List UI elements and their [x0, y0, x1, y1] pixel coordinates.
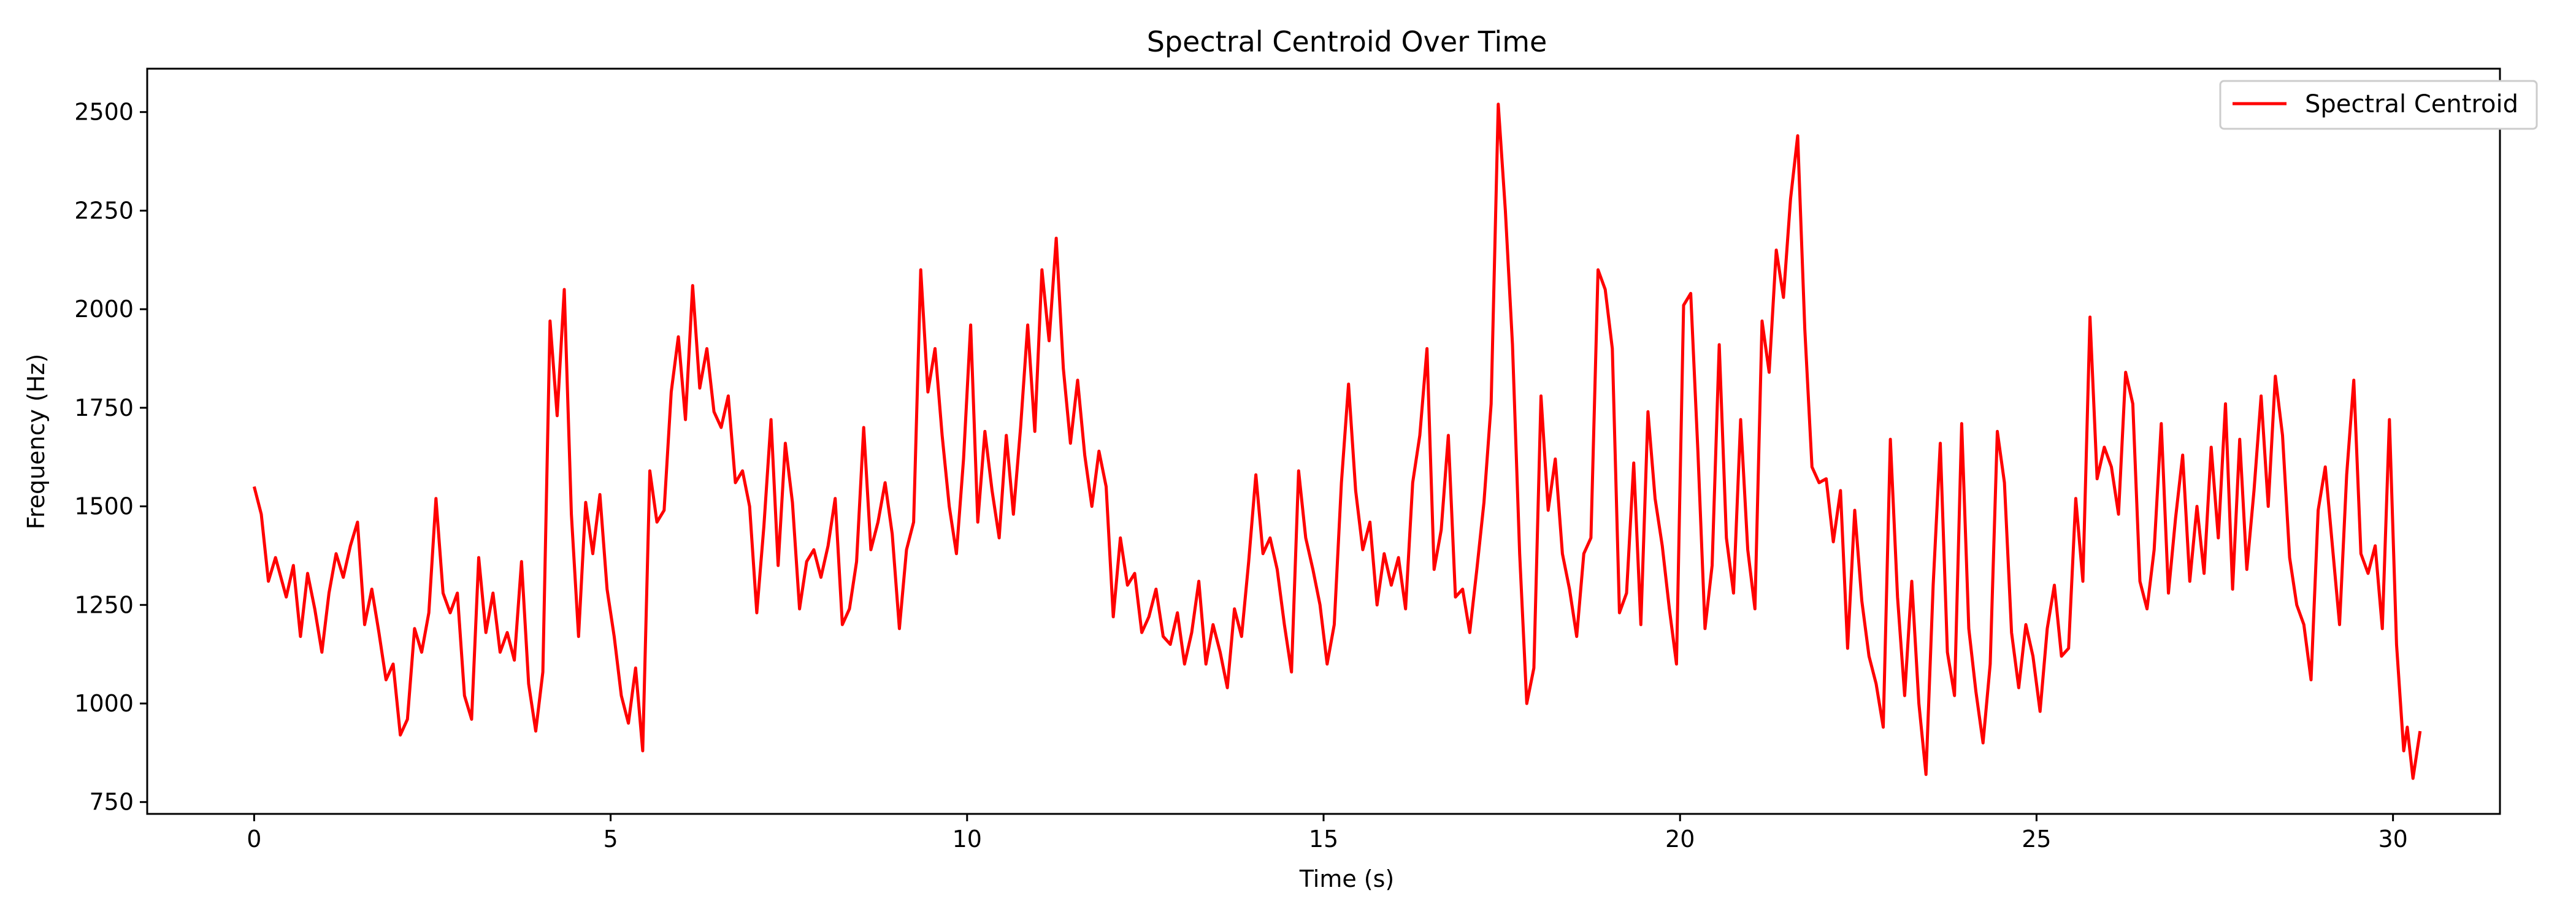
y-tick-label: 1000 — [74, 690, 134, 717]
legend: Spectral Centroid — [2219, 80, 2538, 130]
x-tick-label: 15 — [1309, 826, 1338, 853]
x-tick-label: 5 — [603, 826, 618, 853]
series-line-spectral-centroid — [252, 102, 2422, 780]
y-tick-label: 2250 — [74, 197, 134, 224]
x-tick-label: 30 — [2378, 826, 2407, 853]
x-tick-label: 10 — [953, 826, 982, 853]
x-tick-label: 25 — [2022, 826, 2051, 853]
y-tick-label: 2000 — [74, 296, 134, 323]
y-axis-label: Frequency (Hz) — [23, 354, 50, 530]
x-tick-label: 20 — [1665, 826, 1695, 853]
y-axis-ticks: 750 1000 1250 1500 1750 2000 2250 2500 — [74, 99, 147, 816]
x-axis-ticks: 0 5 10 15 20 25 30 — [247, 814, 2408, 853]
legend-label-spectral-centroid: Spectral Centroid — [2305, 90, 2518, 118]
x-axis-label: Time (s) — [1299, 865, 1395, 892]
plot-area-frame — [146, 67, 2501, 815]
legend-box — [2219, 80, 2538, 130]
y-tick-label: 1750 — [74, 394, 134, 421]
series-layer — [252, 102, 2422, 780]
x-tick-label: 0 — [247, 826, 261, 853]
chart-title: Spectral Centroid Over Time — [1147, 25, 1547, 58]
y-tick-label: 1500 — [74, 493, 134, 520]
y-tick-label: 2500 — [74, 99, 134, 126]
y-tick-label: 1250 — [74, 591, 134, 618]
y-tick-label: 750 — [89, 789, 134, 816]
